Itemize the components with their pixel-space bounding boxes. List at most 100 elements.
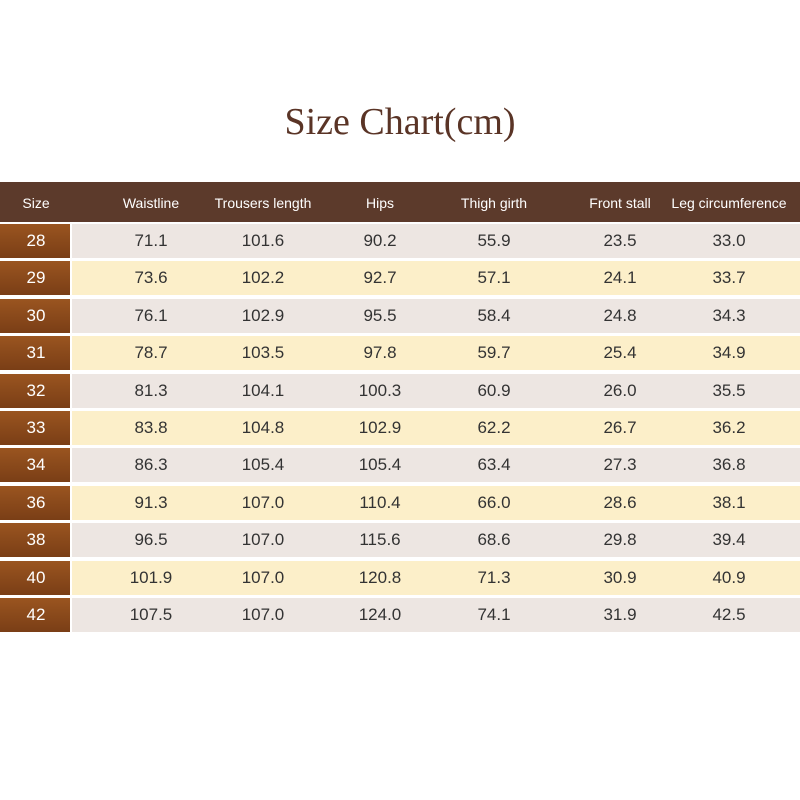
size-cell-background <box>0 598 70 632</box>
column-header: Hips <box>365 195 394 211</box>
size-cell: 32 <box>26 380 46 400</box>
value-cell: 102.9 <box>358 418 402 437</box>
value-cell: 40.9 <box>712 567 746 587</box>
value-cell: 59.7 <box>477 343 511 363</box>
value-cell: 26.7 <box>603 418 637 437</box>
row-background <box>72 560 800 595</box>
size-cell-background <box>0 523 70 558</box>
size-cell: 33 <box>26 418 46 437</box>
value-cell: 74.1 <box>477 605 511 624</box>
column-header: Trousers length <box>214 195 312 211</box>
row-background <box>72 336 800 371</box>
size-cell: 38 <box>26 530 46 550</box>
value-cell: 90.2 <box>363 231 397 250</box>
value-cell: 68.6 <box>477 530 511 550</box>
size-cell-background <box>0 411 70 445</box>
value-cell: 34.9 <box>712 343 746 363</box>
value-cell: 34.3 <box>712 305 746 325</box>
value-cell: 58.4 <box>477 305 511 325</box>
value-cell: 104.1 <box>241 380 285 400</box>
value-cell: 29.8 <box>603 530 637 550</box>
value-cell: 97.8 <box>363 343 397 363</box>
size-cell: 36 <box>26 492 46 512</box>
row-background <box>72 224 800 258</box>
size-cell-background <box>0 448 70 483</box>
value-cell: 76.1 <box>134 305 168 325</box>
value-cell: 96.5 <box>134 530 168 550</box>
value-cell: 33.0 <box>712 231 746 250</box>
row-background <box>72 261 800 296</box>
column-header: Size <box>22 195 50 211</box>
value-cell: 26.0 <box>603 380 637 400</box>
value-cell: 36.8 <box>712 455 746 475</box>
value-cell: 28.6 <box>603 492 637 512</box>
value-cell: 103.5 <box>241 343 285 363</box>
value-cell: 100.3 <box>358 380 402 400</box>
value-cell: 30.9 <box>603 567 637 587</box>
size-cell: 29 <box>26 268 46 288</box>
value-cell: 105.4 <box>241 455 285 475</box>
value-cell: 36.2 <box>712 418 746 437</box>
value-cell: 102.9 <box>241 305 285 325</box>
column-header: Thigh girth <box>460 195 528 211</box>
value-cell: 105.4 <box>358 455 402 475</box>
value-cell: 101.6 <box>241 231 285 250</box>
size-cell: 40 <box>26 567 46 587</box>
value-cell: 124.0 <box>358 605 402 624</box>
value-cell: 107.0 <box>241 492 285 512</box>
size-cell: 28 <box>26 231 46 250</box>
value-cell: 120.8 <box>358 567 402 587</box>
size-cell-background <box>0 485 70 520</box>
column-header: Leg circumference <box>671 195 787 211</box>
value-cell: 115.6 <box>359 530 401 550</box>
column-header: Waistline <box>122 195 180 211</box>
size-cell: 42 <box>26 605 46 624</box>
value-cell: 78.7 <box>134 343 168 363</box>
size-cell: 30 <box>26 305 46 325</box>
value-cell: 38.1 <box>712 492 746 512</box>
row-background <box>72 411 800 445</box>
value-cell: 62.2 <box>477 418 511 437</box>
row-background <box>72 523 800 558</box>
value-cell: 31.9 <box>603 605 637 624</box>
value-cell: 24.1 <box>603 268 637 288</box>
value-cell: 33.7 <box>712 268 746 288</box>
size-cell-background <box>0 560 70 595</box>
value-cell: 71.3 <box>477 567 511 587</box>
column-header: Front stall <box>589 195 651 211</box>
value-cell: 63.4 <box>477 455 511 475</box>
size-cell-background <box>0 298 70 333</box>
value-cell: 71.1 <box>134 231 168 250</box>
value-cell: 107.0 <box>241 605 285 624</box>
size-cell: 31 <box>26 343 46 363</box>
row-background <box>72 373 800 408</box>
value-cell: 102.2 <box>241 268 285 288</box>
value-cell: 107.0 <box>241 530 285 550</box>
row-background <box>72 448 800 483</box>
size-cell-background <box>0 261 70 296</box>
value-cell: 66.0 <box>477 492 511 512</box>
value-cell: 42.5 <box>712 605 746 624</box>
value-cell: 27.3 <box>603 455 637 475</box>
value-cell: 92.7 <box>363 268 397 288</box>
value-cell: 104.8 <box>241 418 285 437</box>
value-cell: 24.8 <box>603 305 637 325</box>
size-cell-background <box>0 373 70 408</box>
value-cell: 81.3 <box>134 380 168 400</box>
value-cell: 101.9 <box>129 567 173 587</box>
value-cell: 83.8 <box>134 418 168 437</box>
row-background <box>72 298 800 333</box>
value-cell: 86.3 <box>134 455 168 475</box>
value-cell: 35.5 <box>712 380 746 400</box>
value-cell: 107.5 <box>129 605 173 624</box>
row-background <box>72 598 800 632</box>
header-band <box>0 182 800 222</box>
value-cell: 107.0 <box>241 567 285 587</box>
size-cell-background <box>0 336 70 371</box>
value-cell: 25.4 <box>603 343 637 363</box>
value-cell: 95.5 <box>363 305 397 325</box>
size-cell-background <box>0 224 70 258</box>
value-cell: 73.6 <box>134 268 168 288</box>
value-cell: 39.4 <box>712 530 746 550</box>
